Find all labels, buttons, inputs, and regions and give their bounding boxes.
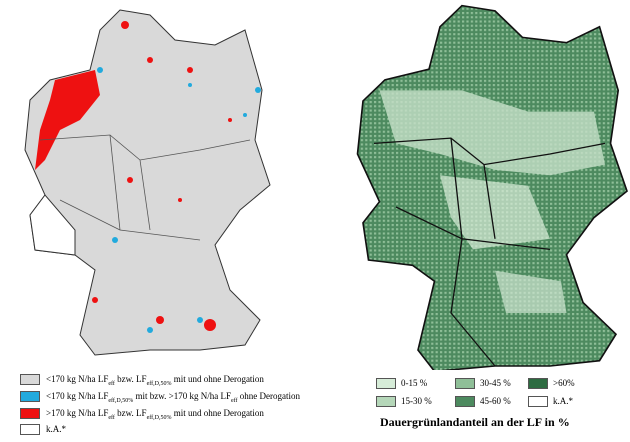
maps bbox=[24, 4, 628, 370]
legend-text-part: ohne Derogation bbox=[237, 391, 300, 401]
legend-text-part: >170 kg N/ha LF bbox=[46, 408, 109, 418]
legend-swatch bbox=[455, 396, 475, 407]
legend-label: 0-15 % bbox=[401, 378, 428, 388]
legend-text-part: eff,D,50% bbox=[108, 397, 134, 404]
legend-label: k.A.* bbox=[553, 396, 573, 406]
legend-swatch bbox=[528, 396, 548, 407]
legend-text-part: <170 kg N/ha LF bbox=[46, 374, 109, 384]
legend-swatch bbox=[376, 396, 396, 407]
legend-swatch bbox=[455, 378, 475, 389]
legend-label: 15-30 % bbox=[401, 396, 432, 406]
legend-label: <170 kg N/ha LFeff,D,50% mit bzw. >170 k… bbox=[46, 391, 300, 404]
legend-text-part: mit und ohne Derogation bbox=[171, 408, 264, 418]
legend-label: >170 kg N/ha LFeff bzw. LFeff,D,50% mit … bbox=[46, 408, 264, 421]
left-map bbox=[24, 9, 271, 356]
red-spots bbox=[92, 21, 232, 331]
legend-title: Dauergrünlandanteil an der LF in % bbox=[380, 415, 570, 429]
legend-text-part: eff,D,50% bbox=[146, 380, 172, 387]
legend-label: k.A.* bbox=[46, 424, 66, 434]
legend-text-part: eff,D,50% bbox=[146, 414, 172, 421]
legend-text-part: eff bbox=[108, 380, 115, 387]
legend-text-part: k.A.* bbox=[46, 424, 66, 434]
legend-text-part: <170 kg N/ha LF bbox=[46, 391, 109, 401]
legend-label: 30-45 % bbox=[480, 378, 511, 388]
legend-swatch bbox=[20, 374, 40, 385]
legend-swatch bbox=[20, 424, 40, 435]
legend-text-part: mit und ohne Derogation bbox=[171, 374, 264, 384]
no-data-area bbox=[29, 194, 76, 256]
legend-text-part: eff bbox=[230, 397, 238, 404]
legend-swatch bbox=[20, 391, 40, 402]
legend-label: >60% bbox=[553, 378, 575, 388]
right-map bbox=[356, 4, 628, 370]
legend-swatch bbox=[376, 378, 396, 389]
legend-label: <170 kg N/ha LFeff bzw. LFeff,D,50% mit … bbox=[46, 374, 264, 387]
legend-text-part: eff bbox=[108, 414, 115, 421]
legend-text-part: bzw. LF bbox=[114, 408, 147, 418]
legend-label: 45-60 % bbox=[480, 396, 511, 406]
legend-swatch bbox=[20, 408, 40, 419]
red-area bbox=[35, 70, 100, 170]
legend-text-part: mit bzw. >170 kg N/ha LF bbox=[133, 391, 231, 401]
legend-swatch bbox=[528, 378, 548, 389]
legend-text-part: bzw. LF bbox=[114, 374, 147, 384]
blue-spots bbox=[97, 67, 261, 333]
